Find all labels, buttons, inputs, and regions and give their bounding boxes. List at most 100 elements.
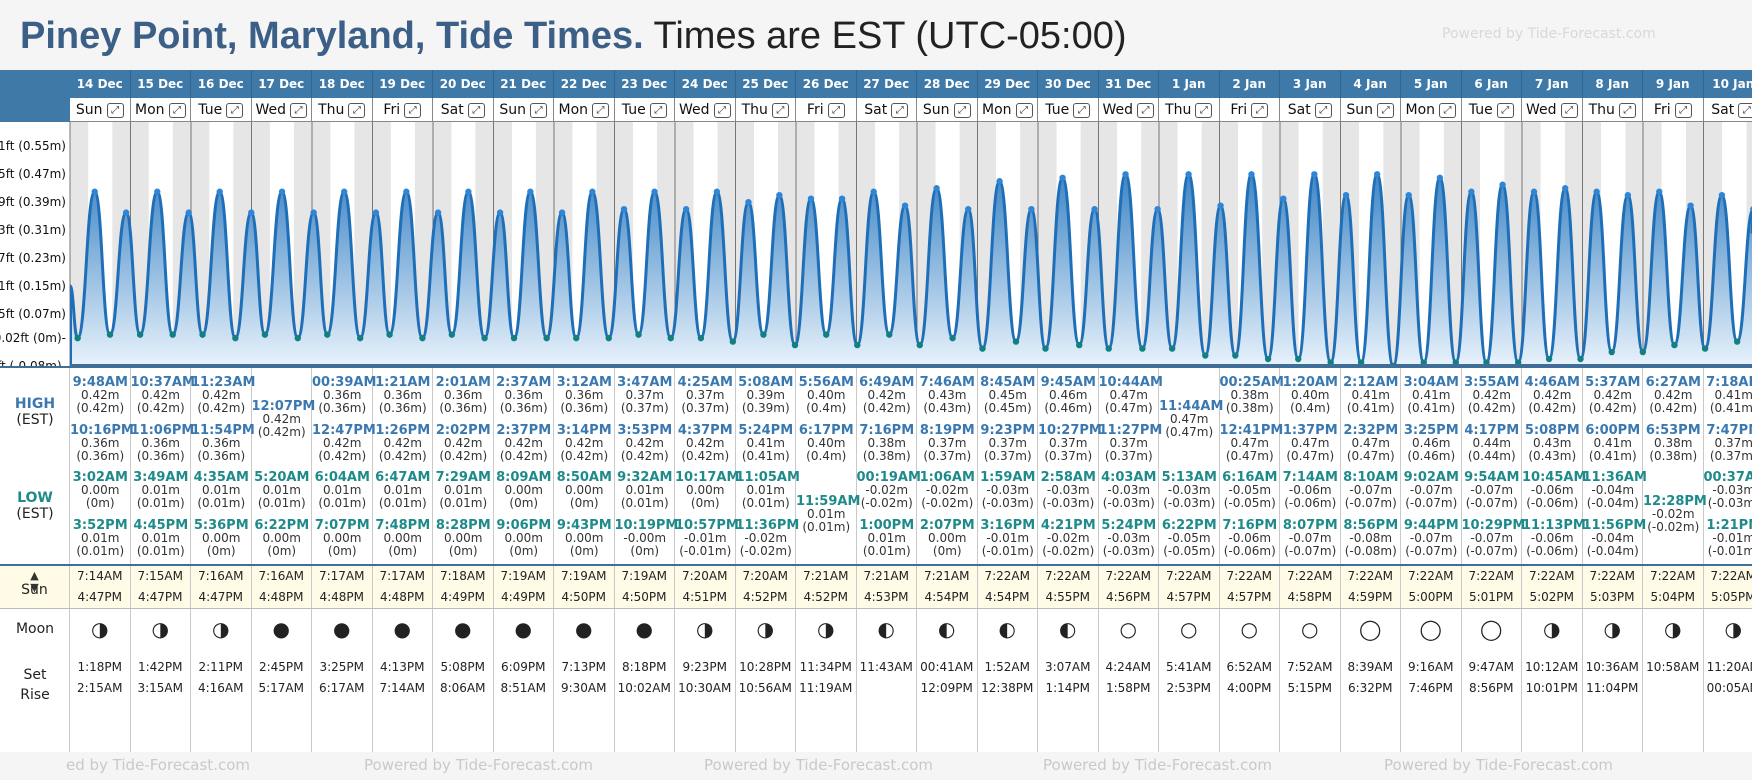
low-tide-time: 8:56PM [1343, 518, 1399, 533]
expand-icon[interactable]: ⤢ [1674, 102, 1692, 118]
day-cell: Thu ⤢ [312, 98, 373, 122]
high-tide-time: 4:46AM [1524, 375, 1580, 390]
sunrise-time: 7:21AM [802, 569, 849, 583]
moon-cell: ◑ 11:20AM 00:05AM [1704, 609, 1752, 752]
expand-icon[interactable]: ⤢ [649, 102, 667, 118]
low-tide-time: 8:50AM [556, 470, 612, 485]
expand-icon[interactable]: ⤢ [1496, 102, 1514, 118]
high-tide-entry: 2:12AM 0.41m (0.41m) [1341, 376, 1402, 415]
low-tide-entry: 10:57PM -0.01m (-0.01m) [675, 519, 739, 558]
expand-icon[interactable]: ⤢ [1137, 102, 1155, 118]
sunset-time: 4:48PM [258, 590, 304, 604]
high-tide-height: 0.42m [565, 436, 604, 450]
tide-cell-border [1460, 368, 1462, 564]
expand-icon[interactable]: ⤢ [1073, 102, 1091, 118]
expand-icon[interactable]: ⤢ [1015, 102, 1033, 118]
moonset-label: Set [23, 667, 47, 683]
high-tide-entry: 2:01AM 0.36m (0.36m) [433, 376, 494, 415]
low-tide-height-alt: (0.01m) [378, 496, 427, 510]
low-tide-height-alt: (0m) [690, 496, 720, 510]
expand-icon[interactable]: ⤢ [1439, 102, 1457, 118]
low-tide-entry: 00:19AM -0.02m (-0.02m) [857, 471, 921, 510]
low-tide-height-alt: (-0.03m) [981, 496, 1034, 510]
tide-cell-border [1097, 368, 1099, 564]
day-cell: Sat ⤢ [856, 98, 917, 122]
moonset-time: 1:18PM [77, 660, 123, 674]
low-tide-time: 5:24PM [1101, 518, 1157, 533]
high-tide-point [1154, 205, 1161, 213]
expand-icon[interactable]: ⤢ [1377, 102, 1395, 118]
expand-icon[interactable]: ⤢ [226, 102, 244, 118]
sunset-time: 5:04PM [1650, 590, 1696, 604]
low-tide-entry: 7:14AM -0.06m (-0.06m) [1280, 471, 1341, 510]
low-tide-point [916, 341, 923, 349]
high-tide-height-alt: (0.46m) [1407, 449, 1456, 463]
day-name: Thu [318, 102, 345, 118]
low-tide-time: 6:22PM [1161, 518, 1217, 533]
high-tide-time: 00:25AM [1219, 375, 1284, 390]
low-tide-time: 00:37AM [1703, 470, 1752, 485]
day-name: Mon [981, 102, 1012, 118]
low-tide-entry: 8:56PM -0.08m (-0.08m) [1341, 519, 1402, 558]
expand-icon[interactable]: ⤢ [348, 102, 366, 118]
tide-cell-border [250, 368, 252, 564]
low-tide-height-alt: (-0.07m) [1405, 544, 1458, 558]
moon-cell: ● 4:13PM 7:14AM [373, 609, 433, 752]
high-tide-height-alt: (0.41m) [741, 449, 790, 463]
day-name: Sat [1711, 102, 1735, 118]
low-tide-entry: 5:36PM 0.00m (0m) [191, 519, 252, 558]
sunrise-time: 7:19AM [621, 569, 667, 583]
expand-icon[interactable]: ⤢ [404, 102, 422, 118]
expand-icon[interactable]: ⤢ [1560, 102, 1578, 118]
high-tide-height: 0.42m [444, 436, 483, 450]
expand-icon[interactable]: ⤢ [1738, 102, 1752, 118]
title-timezone: Times are EST (UTC-05:00) [643, 15, 1127, 57]
low-tide-point [419, 334, 426, 342]
day-name: Sun [1346, 102, 1374, 118]
sun-cell: 7:22AM 5:00PM [1401, 566, 1462, 608]
date-header: 26 Dec [796, 70, 857, 98]
low-tide-point [886, 331, 893, 338]
expand-icon[interactable]: ⤢ [592, 102, 610, 118]
high-tide-time: 2:01AM [435, 375, 491, 390]
low-tide-entry: 4:21PM -0.02m (-0.02m) [1038, 519, 1099, 558]
expand-icon[interactable]: ⤢ [1618, 102, 1636, 118]
expand-icon[interactable]: ⤢ [1251, 102, 1269, 118]
expand-icon[interactable]: ⤢ [168, 102, 186, 118]
expand-icon[interactable]: ⤢ [467, 102, 485, 118]
low-tide-point [1168, 345, 1176, 352]
high-tide-height: 0.42m [262, 412, 301, 426]
expand-icon[interactable]: ⤢ [827, 102, 845, 118]
moonset-time: 6:52AM [1226, 660, 1272, 674]
title-location: Piney Point, Maryland, Tide Times. [20, 15, 644, 57]
high-tide-height-alt: (0.36m) [499, 401, 548, 415]
expand-icon[interactable]: ⤢ [953, 102, 971, 118]
high-tide-height-alt: (0.37m) [1044, 449, 1093, 463]
low-tide-height: -0.06m [1228, 531, 1272, 545]
high-tide-height: 0.37m [1714, 436, 1752, 450]
expand-icon[interactable]: ⤢ [1314, 102, 1332, 118]
low-tide-time: 3:52PM [72, 518, 128, 533]
expand-icon[interactable]: ⤢ [1195, 102, 1213, 118]
expand-icon[interactable]: ⤢ [713, 102, 731, 118]
high-tide-point [1499, 181, 1506, 188]
date-header: 14 Dec [70, 70, 131, 98]
low-tide-time: 5:36PM [193, 518, 249, 533]
high-tide-point [248, 209, 255, 216]
expand-icon[interactable]: ⤢ [891, 102, 909, 118]
expand-icon[interactable]: ⤢ [771, 102, 789, 118]
low-tide-height: -0.07m [1470, 483, 1514, 497]
high-tide-point [1436, 174, 1444, 181]
low-tide-height-alt: (0.01m) [862, 544, 911, 558]
moonrise-time: 9:30AM [560, 681, 607, 695]
expand-icon[interactable]: ⤢ [106, 102, 124, 118]
high-tide-entry: 3:53PM 0.42m (0.42m) [615, 424, 676, 463]
tide-line [68, 172, 1752, 366]
low-tide-time: 9:54AM [1464, 470, 1520, 485]
expand-icon[interactable]: ⤢ [530, 102, 548, 118]
expand-icon[interactable]: ⤢ [290, 102, 308, 118]
high-tide-time: 3:47AM [617, 375, 673, 390]
high-tide-height: 0.37m [686, 388, 725, 402]
low-tide-time: 6:22PM [254, 518, 310, 533]
high-tide-time: 10:44AM [1098, 375, 1163, 390]
